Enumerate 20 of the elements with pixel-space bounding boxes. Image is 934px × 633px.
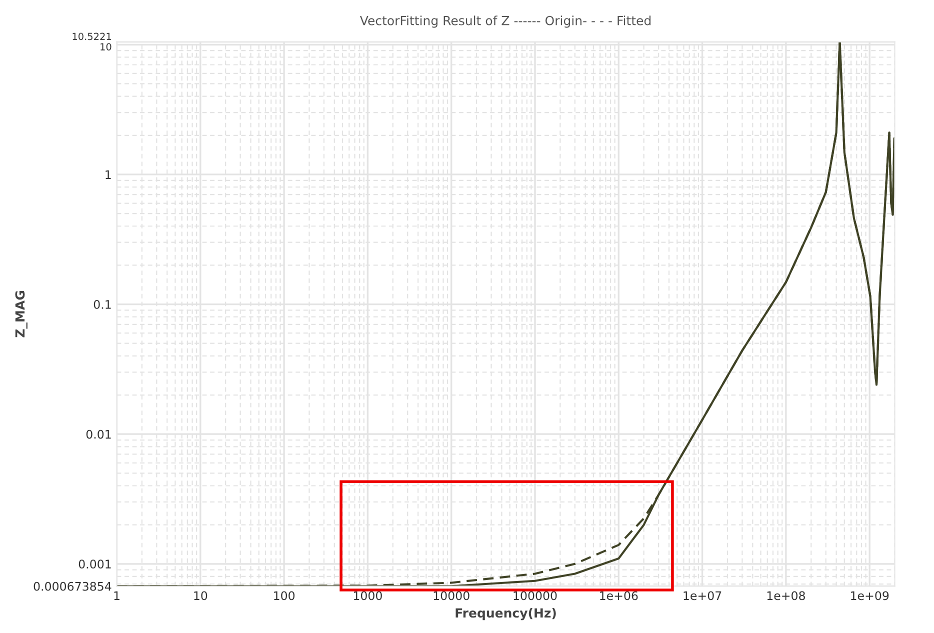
x-tick-label: 100000 — [514, 591, 557, 600]
x-tick-label: 1e+06 — [600, 591, 638, 600]
x-tick-label: 10 — [194, 591, 208, 600]
x-tick-label: 1e+07 — [684, 591, 722, 600]
y-tick-label: 0.01 — [86, 430, 111, 439]
x-tick-label: 10000 — [434, 591, 470, 600]
x-tick-label: 1e+09 — [851, 591, 889, 600]
y-axis-title: Z_MAG — [15, 291, 28, 338]
y-tick-label: 0.000673854 — [34, 582, 112, 591]
x-axis-title: Frequency(Hz) — [456, 608, 556, 620]
y-tick-label: 10.5221 — [72, 32, 111, 40]
y-tick-label: 1 — [106, 170, 111, 179]
x-tick-label: 1e+08 — [767, 591, 805, 600]
y-tick-label: 10 — [100, 43, 112, 50]
y-tick-label: 0.1 — [94, 300, 111, 309]
chart-title: VectorFitting Result of Z ------ Origin- - - - Fitted — [360, 16, 651, 28]
x-tick-label: 1000 — [354, 591, 382, 600]
x-tick-label: 1 — [114, 591, 120, 600]
x-tick-label: 100 — [274, 591, 295, 600]
y-tick-label: 0.001 — [78, 560, 111, 569]
